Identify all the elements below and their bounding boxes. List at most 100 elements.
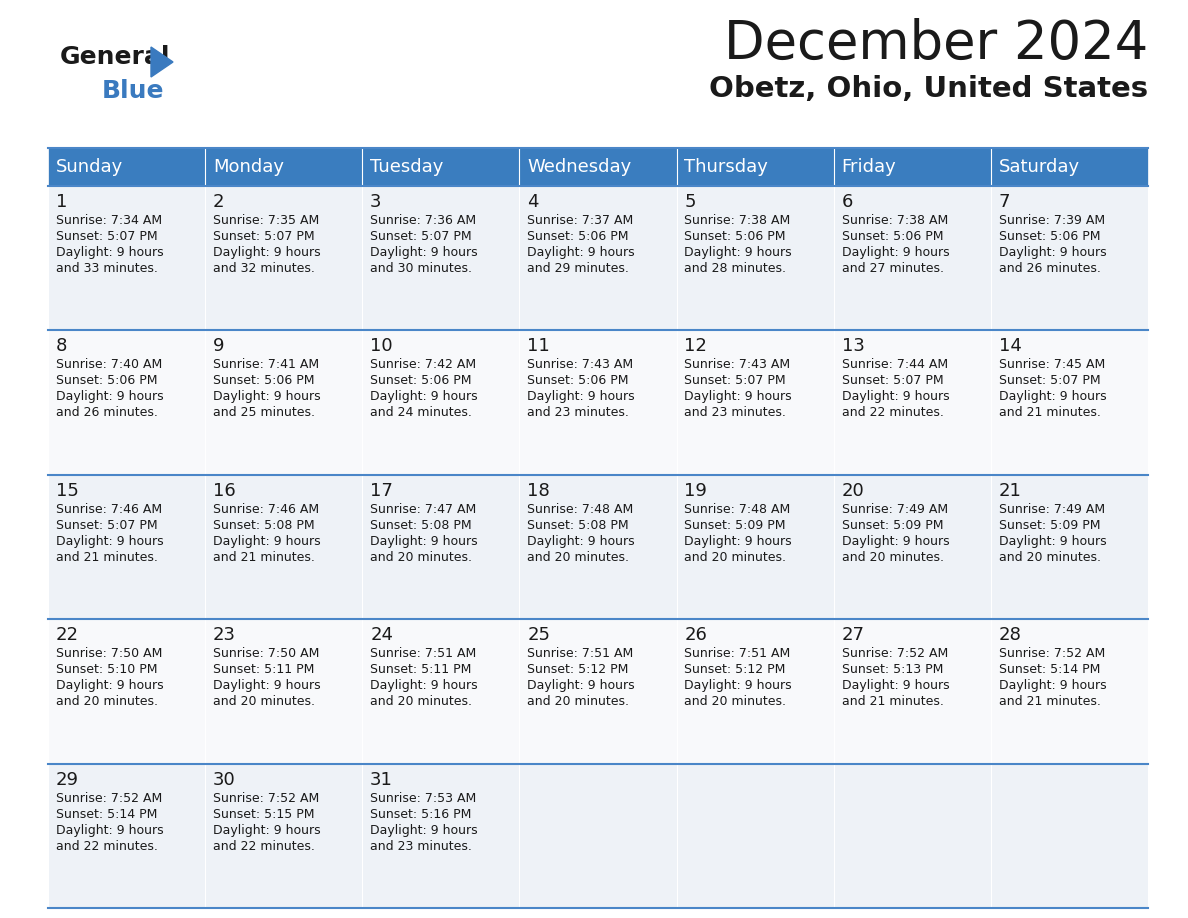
Text: 24: 24 <box>371 626 393 644</box>
Text: 15: 15 <box>56 482 78 499</box>
Text: Thursday: Thursday <box>684 158 769 176</box>
Text: Sunrise: 7:36 AM: Sunrise: 7:36 AM <box>371 214 476 227</box>
Text: Daylight: 9 hours: Daylight: 9 hours <box>527 246 634 259</box>
Text: and 20 minutes.: and 20 minutes. <box>371 695 472 708</box>
Text: Sunrise: 7:44 AM: Sunrise: 7:44 AM <box>841 358 948 372</box>
Text: 23: 23 <box>213 626 236 644</box>
Text: Sunrise: 7:41 AM: Sunrise: 7:41 AM <box>213 358 320 372</box>
Text: Sunrise: 7:51 AM: Sunrise: 7:51 AM <box>527 647 633 660</box>
Text: Daylight: 9 hours: Daylight: 9 hours <box>371 390 478 403</box>
Text: Sunrise: 7:48 AM: Sunrise: 7:48 AM <box>684 503 791 516</box>
Text: Sunset: 5:06 PM: Sunset: 5:06 PM <box>527 230 628 243</box>
Bar <box>206 620 362 764</box>
Text: Sunset: 5:06 PM: Sunset: 5:06 PM <box>213 375 315 387</box>
Bar <box>991 475 1148 620</box>
Text: Sunset: 5:07 PM: Sunset: 5:07 PM <box>999 375 1100 387</box>
Text: Daylight: 9 hours: Daylight: 9 hours <box>684 390 792 403</box>
Text: and 20 minutes.: and 20 minutes. <box>56 695 158 708</box>
Text: Sunrise: 7:34 AM: Sunrise: 7:34 AM <box>56 214 162 227</box>
Text: Daylight: 9 hours: Daylight: 9 hours <box>56 246 164 259</box>
Text: Sunset: 5:10 PM: Sunset: 5:10 PM <box>56 663 157 677</box>
Text: 12: 12 <box>684 338 707 355</box>
Bar <box>206 148 362 186</box>
Text: Sunset: 5:09 PM: Sunset: 5:09 PM <box>684 519 786 532</box>
Bar <box>206 764 362 908</box>
Text: Sunset: 5:06 PM: Sunset: 5:06 PM <box>684 230 786 243</box>
Text: December 2024: December 2024 <box>723 18 1148 70</box>
Text: Sunrise: 7:50 AM: Sunrise: 7:50 AM <box>213 647 320 660</box>
Text: and 25 minutes.: and 25 minutes. <box>213 407 315 420</box>
Bar <box>519 330 677 475</box>
Text: Sunrise: 7:47 AM: Sunrise: 7:47 AM <box>371 503 476 516</box>
Text: 21: 21 <box>999 482 1022 499</box>
Text: and 28 minutes.: and 28 minutes. <box>684 262 786 275</box>
Text: 29: 29 <box>56 770 78 789</box>
Text: and 33 minutes.: and 33 minutes. <box>56 262 158 275</box>
Text: Sunset: 5:06 PM: Sunset: 5:06 PM <box>841 230 943 243</box>
Text: Sunrise: 7:43 AM: Sunrise: 7:43 AM <box>527 358 633 372</box>
Text: Sunrise: 7:48 AM: Sunrise: 7:48 AM <box>527 503 633 516</box>
Bar <box>834 764 991 908</box>
Text: 10: 10 <box>371 338 393 355</box>
Text: Sunset: 5:11 PM: Sunset: 5:11 PM <box>371 663 472 677</box>
Text: Sunrise: 7:37 AM: Sunrise: 7:37 AM <box>527 214 633 227</box>
Text: 30: 30 <box>213 770 235 789</box>
Bar <box>677 330 834 475</box>
Text: and 22 minutes.: and 22 minutes. <box>213 840 315 853</box>
Text: and 22 minutes.: and 22 minutes. <box>56 840 158 853</box>
Text: Sunrise: 7:46 AM: Sunrise: 7:46 AM <box>56 503 162 516</box>
Text: 3: 3 <box>371 193 381 211</box>
Text: Sunrise: 7:49 AM: Sunrise: 7:49 AM <box>999 503 1105 516</box>
Text: and 21 minutes.: and 21 minutes. <box>213 551 315 564</box>
Text: Sunset: 5:14 PM: Sunset: 5:14 PM <box>56 808 157 821</box>
Text: and 23 minutes.: and 23 minutes. <box>684 407 786 420</box>
Text: Monday: Monday <box>213 158 284 176</box>
Bar <box>991 148 1148 186</box>
Text: 4: 4 <box>527 193 539 211</box>
Bar <box>677 764 834 908</box>
Text: and 20 minutes.: and 20 minutes. <box>213 695 315 708</box>
Bar <box>991 186 1148 330</box>
Text: Sunset: 5:08 PM: Sunset: 5:08 PM <box>213 519 315 532</box>
Text: Sunset: 5:07 PM: Sunset: 5:07 PM <box>841 375 943 387</box>
Text: Daylight: 9 hours: Daylight: 9 hours <box>527 679 634 692</box>
Text: Daylight: 9 hours: Daylight: 9 hours <box>999 679 1106 692</box>
Text: Sunrise: 7:40 AM: Sunrise: 7:40 AM <box>56 358 162 372</box>
Text: Daylight: 9 hours: Daylight: 9 hours <box>213 246 321 259</box>
Text: Daylight: 9 hours: Daylight: 9 hours <box>213 390 321 403</box>
Text: 9: 9 <box>213 338 225 355</box>
Text: Sunset: 5:09 PM: Sunset: 5:09 PM <box>841 519 943 532</box>
Text: Sunrise: 7:52 AM: Sunrise: 7:52 AM <box>841 647 948 660</box>
Text: 31: 31 <box>371 770 393 789</box>
Text: Sunset: 5:06 PM: Sunset: 5:06 PM <box>527 375 628 387</box>
Bar <box>362 330 519 475</box>
Text: Sunset: 5:09 PM: Sunset: 5:09 PM <box>999 519 1100 532</box>
Text: and 26 minutes.: and 26 minutes. <box>999 262 1100 275</box>
Text: and 21 minutes.: and 21 minutes. <box>999 407 1100 420</box>
Text: Sunrise: 7:52 AM: Sunrise: 7:52 AM <box>213 791 320 804</box>
Text: Sunrise: 7:43 AM: Sunrise: 7:43 AM <box>684 358 790 372</box>
Bar <box>834 186 991 330</box>
Bar <box>677 148 834 186</box>
Text: Daylight: 9 hours: Daylight: 9 hours <box>999 390 1106 403</box>
Text: General: General <box>61 45 171 69</box>
Polygon shape <box>151 47 173 77</box>
Text: Daylight: 9 hours: Daylight: 9 hours <box>371 535 478 548</box>
Text: and 29 minutes.: and 29 minutes. <box>527 262 630 275</box>
Text: Daylight: 9 hours: Daylight: 9 hours <box>371 823 478 836</box>
Text: and 21 minutes.: and 21 minutes. <box>999 695 1100 708</box>
Text: and 30 minutes.: and 30 minutes. <box>371 262 472 275</box>
Text: Blue: Blue <box>102 79 164 103</box>
Text: Sunset: 5:14 PM: Sunset: 5:14 PM <box>999 663 1100 677</box>
Text: Sunset: 5:06 PM: Sunset: 5:06 PM <box>999 230 1100 243</box>
Bar <box>991 620 1148 764</box>
Bar <box>362 475 519 620</box>
Text: Daylight: 9 hours: Daylight: 9 hours <box>213 823 321 836</box>
Bar <box>362 764 519 908</box>
Text: and 20 minutes.: and 20 minutes. <box>527 551 630 564</box>
Text: and 24 minutes.: and 24 minutes. <box>371 407 472 420</box>
Bar <box>362 186 519 330</box>
Text: Daylight: 9 hours: Daylight: 9 hours <box>841 679 949 692</box>
Bar <box>834 475 991 620</box>
Text: Sunset: 5:06 PM: Sunset: 5:06 PM <box>371 375 472 387</box>
